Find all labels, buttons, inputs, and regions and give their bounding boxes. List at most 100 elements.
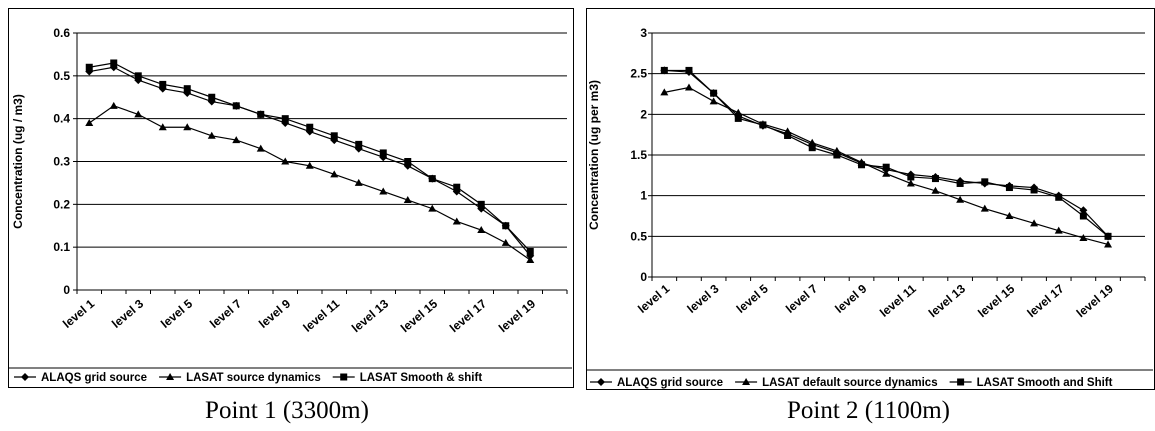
data-point	[1104, 240, 1113, 248]
data-point	[882, 169, 891, 177]
x-tick-label: level 15	[975, 281, 1017, 320]
data-point	[1079, 206, 1088, 215]
data-point	[1030, 186, 1038, 194]
chart-caption: Point 1 (3300m)	[205, 397, 369, 424]
series-line	[664, 69, 1109, 237]
series-3	[85, 59, 534, 255]
legend-label: LASAT Smooth & shift	[360, 372, 483, 384]
series-line	[89, 62, 531, 252]
y-tick-label: 0.5	[53, 69, 70, 83]
x-tick-label: level 11	[877, 281, 919, 319]
x-tick-label: level 17	[1024, 281, 1066, 320]
legend-marker	[597, 378, 605, 386]
data-point	[980, 204, 989, 212]
x-tick-label: level 1	[635, 281, 672, 316]
y-tick-label: 2	[640, 107, 647, 121]
data-point	[207, 131, 216, 139]
data-point	[134, 72, 142, 80]
data-point	[931, 186, 940, 194]
legend-marker	[21, 373, 29, 381]
data-point	[110, 59, 118, 67]
data-point	[404, 158, 412, 165]
data-point	[1030, 219, 1039, 227]
data-point	[453, 183, 461, 191]
data-point	[808, 138, 817, 146]
y-axis-label: Concentration (ug per m3)	[587, 80, 601, 230]
data-point	[305, 127, 314, 136]
y-tick-label: 0.2	[53, 197, 70, 211]
x-tick-label: level 3	[684, 281, 721, 316]
data-point	[281, 115, 289, 123]
data-point	[158, 123, 167, 131]
legend-marker	[340, 373, 348, 381]
legend-marker	[957, 378, 965, 386]
x-tick-label: level 15	[398, 296, 440, 335]
data-point	[183, 85, 191, 93]
data-point	[710, 89, 718, 97]
data-point	[833, 151, 841, 159]
y-tick-label: 0	[640, 270, 647, 284]
data-point	[428, 204, 437, 212]
legend-label: LASAT source dynamics	[186, 372, 321, 384]
series-3	[660, 66, 1112, 240]
x-tick-label: level 7	[207, 296, 244, 331]
legend-marker	[742, 378, 751, 385]
legend-entry-1: ALAQS grid source	[590, 377, 723, 389]
data-point	[907, 173, 915, 181]
legend-entry-3: LASAT Smooth and Shift	[949, 377, 1113, 389]
legend-label: LASAT default source dynamics	[762, 377, 938, 389]
x-tick-label: level 9	[832, 281, 869, 316]
data-point	[109, 101, 118, 109]
y-tick-label: 0	[63, 283, 70, 297]
data-point	[330, 170, 339, 178]
x-tick-label: level 9	[256, 296, 293, 331]
data-point	[501, 238, 510, 246]
legend-label: LASAT Smooth and Shift	[977, 377, 1113, 389]
x-tick-label: level 17	[447, 296, 489, 335]
data-point	[734, 114, 742, 122]
data-point	[759, 121, 767, 129]
data-point	[134, 110, 143, 118]
x-tick-label: level 13	[349, 296, 391, 335]
legend-label: ALAQS grid source	[617, 377, 723, 389]
data-point	[183, 123, 192, 131]
chart-panel-point-2: 0 0.5 1 1.5 2 2.5 3 level 1 level 3 level 5 level …	[582, 0, 1155, 431]
data-point	[355, 140, 363, 148]
legend-entry-2: LASAT default source dynamics	[735, 377, 938, 389]
y-tick-label: 0.1	[53, 240, 70, 254]
y-tick-label: 1.5	[630, 148, 647, 162]
data-point	[502, 222, 510, 230]
x-tick-label: level 13	[926, 281, 968, 320]
data-point	[1079, 212, 1087, 220]
data-point	[1005, 212, 1014, 219]
x-tick-label: level 19	[496, 296, 538, 335]
data-point	[1055, 193, 1063, 201]
data-point	[1005, 184, 1013, 192]
series-1	[660, 66, 1113, 241]
data-point	[256, 144, 265, 152]
data-point	[379, 187, 388, 195]
data-point	[354, 178, 363, 186]
data-point	[379, 149, 387, 157]
x-tick-label: level 5	[158, 296, 195, 331]
data-point	[257, 110, 265, 118]
chart-svg-point-2: 0 0.5 1 1.5 2 2.5 3 level 1 level 3 level 5 level …	[586, 26, 1153, 389]
data-point	[232, 136, 241, 144]
y-axis-label: Concentration (ug / m3)	[11, 94, 25, 229]
data-point	[1104, 232, 1112, 240]
chart-caption: Point 2 (1100m)	[787, 397, 950, 424]
data-point	[1054, 226, 1063, 234]
x-tick-label: level 11	[300, 296, 342, 334]
series-line	[664, 69, 1109, 237]
data-point	[808, 144, 816, 152]
data-point	[858, 161, 866, 169]
data-point	[85, 118, 94, 126]
data-point	[734, 108, 743, 116]
legend-marker	[166, 373, 175, 380]
data-point	[305, 161, 314, 169]
data-point	[232, 102, 240, 110]
x-tick-label: level 19	[1074, 281, 1116, 320]
data-point	[709, 97, 718, 105]
x-tick-label: level 7	[783, 281, 820, 316]
chart-svg-point-1: 0 0.1 0.2 0.3 0.4 0.5 0.6 level 1 level 3 level 5…	[8, 26, 572, 384]
